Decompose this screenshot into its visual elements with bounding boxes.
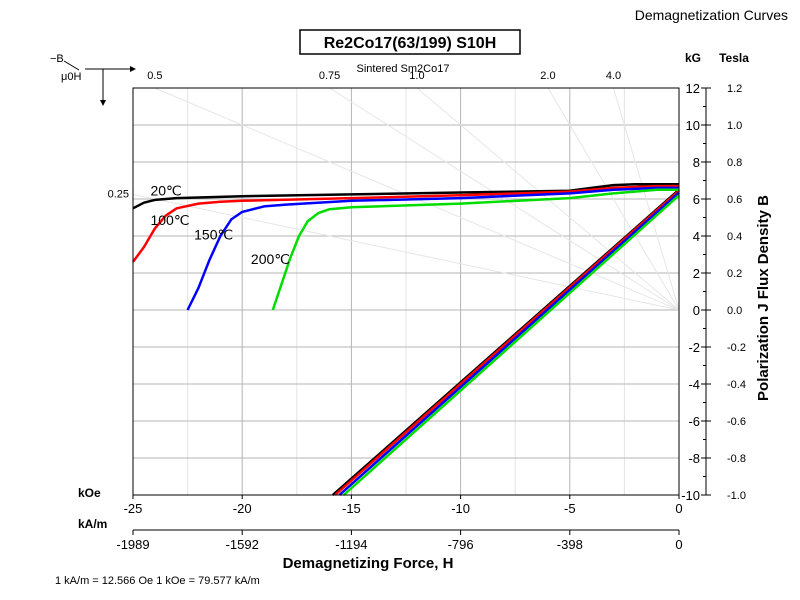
series-label: 200℃	[251, 251, 290, 267]
x-tick-label-kam: -1194	[335, 537, 367, 552]
series-labels: 20℃ 100℃ 150℃ 200℃	[150, 182, 290, 266]
permeance-label: 0.25	[108, 188, 129, 200]
y-tick-label-kg: -10	[681, 488, 700, 503]
corner-arrow-head-down	[100, 100, 106, 106]
permeance-line	[613, 87, 680, 311]
permeance-line	[329, 87, 680, 311]
y-tick-label-tesla: -0.8	[727, 453, 746, 465]
y-tick-label-kg: 8	[693, 155, 700, 170]
permeance-line	[547, 87, 680, 311]
y-tick-label-kg: 0	[693, 303, 700, 318]
x-unit-koe: kOe	[78, 486, 101, 500]
series-label: 100℃	[150, 212, 189, 228]
permeance-label: 4.0	[606, 70, 621, 82]
series-label: 20℃	[150, 182, 181, 198]
y-tick-label-tesla: 1.2	[727, 83, 742, 95]
y-unit-kg: kG	[685, 51, 701, 65]
series-label: 150℃	[194, 227, 233, 243]
x-tick-label-kam: -398	[557, 537, 583, 552]
permeance-label: 0.75	[319, 70, 340, 82]
j-curve	[186, 186, 679, 311]
y-tick-label-tesla: -1.0	[727, 490, 746, 502]
y-tick-label-kg: 12	[686, 81, 700, 96]
j-curve	[132, 182, 679, 210]
y-tick-label-tesla: 0.8	[727, 157, 742, 169]
left-axis-label-divider	[63, 60, 80, 71]
x-tick-label-koe: -5	[564, 501, 576, 516]
y-tick-label-kg: 10	[686, 118, 700, 133]
title-box	[299, 29, 521, 55]
y-tick-label-kg: -8	[688, 451, 700, 466]
x-tick-label-koe: -20	[233, 501, 252, 516]
x-tick-label-koe: -25	[124, 501, 143, 516]
x-tick-label-koe: -15	[342, 501, 361, 516]
y-tick-label-tesla: 0.0	[727, 305, 742, 317]
x-tick-label-kam: -1989	[116, 537, 149, 552]
y-tick-label-tesla: 1.0	[727, 120, 742, 132]
y-tick-label-tesla: 0.4	[727, 231, 742, 243]
y-tick-label-tesla: -0.2	[727, 342, 746, 354]
chart-subtitle: Sintered Sm2Co17	[357, 63, 450, 75]
x-tick-label-kam: -796	[448, 537, 474, 552]
chart-title: Re2Co17(63/199) S10H	[324, 35, 497, 52]
y-tick-label-kg: 6	[693, 192, 700, 207]
x-tick-label-koe: 0	[675, 501, 682, 516]
y-tick-label-tesla: 0.2	[727, 268, 742, 280]
y-axis-title: Polarization J Flux Density B	[755, 195, 772, 401]
b-lines	[332, 188, 680, 496]
x-tick-label-koe: -10	[451, 501, 470, 516]
plot-frame	[132, 87, 680, 496]
permeance-label: 1.0	[409, 70, 424, 82]
corner-arrow-head-right	[130, 66, 136, 72]
left-axis-label-top: −B	[50, 53, 64, 65]
x-tick-label-kam: -1592	[226, 537, 259, 552]
x-axis-title: Demagnetizing Force, H	[283, 555, 454, 572]
b-line	[342, 194, 680, 496]
axes: -25-1989-20-1592-15-1194-10-796-5-39800-…	[85, 66, 746, 552]
permeance-line	[132, 193, 680, 311]
y-tick-label-kg: -6	[688, 414, 700, 429]
footnote: 1 kA/m = 12.566 Oe 1 kOe = 79.577 kA/m	[55, 575, 260, 587]
b-line	[334, 189, 680, 496]
x-unit-kam: kA/m	[78, 517, 107, 531]
permeance-label: 2.0	[540, 70, 555, 82]
y-tick-label-kg: 4	[693, 229, 700, 244]
b-line	[338, 191, 680, 496]
x-tick-label-kam: 0	[675, 537, 682, 552]
j-curve	[271, 188, 679, 311]
y-tick-label-kg: -4	[688, 377, 700, 392]
y-unit-tesla: Tesla	[719, 51, 749, 65]
y-tick-label-tesla: -0.6	[727, 416, 746, 428]
y-tick-label-kg: -2	[688, 340, 700, 355]
grid	[132, 87, 680, 496]
header-title: Demagnetization Curves	[635, 7, 788, 23]
y-tick-label-tesla: 0.6	[727, 194, 742, 206]
y-tick-label-tesla: -0.4	[727, 379, 746, 391]
y-tick-label-kg: 2	[693, 266, 700, 281]
left-axis-label-bottom: μ0H	[61, 71, 81, 83]
j-curve	[131, 184, 679, 263]
j-curves	[131, 182, 679, 311]
permeance-label: 0.5	[147, 70, 162, 82]
